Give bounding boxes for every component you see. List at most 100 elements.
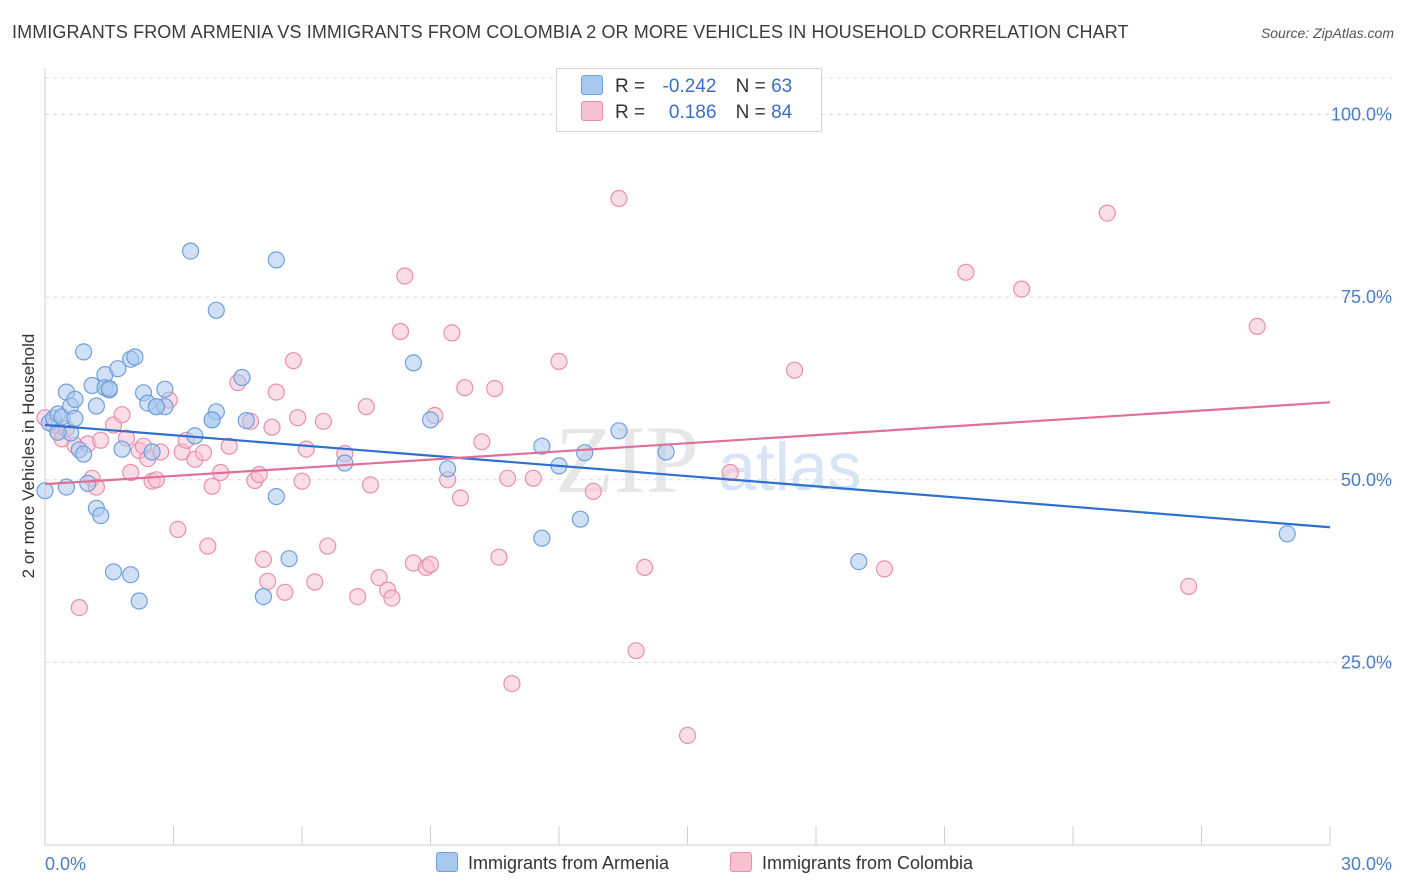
point-colombia [456,379,474,397]
point-armenia [267,251,285,269]
point-colombia [267,383,285,401]
series-armenia-points [36,242,1296,610]
legend-n-label: N = [735,76,766,97]
point-armenia [74,343,93,361]
legend-swatch-colombia [581,101,603,121]
point-armenia [122,566,140,584]
point-armenia [576,444,594,462]
legend-r-value-colombia: 0.186 [668,102,717,123]
point-colombia [1012,280,1031,298]
point-colombia [113,406,131,424]
point-armenia [182,242,200,260]
point-armenia [130,592,148,610]
point-colombia [199,537,217,555]
axes [44,68,1331,846]
point-colombia [194,444,213,462]
watermark-zip: ZIP [555,406,699,513]
point-armenia [36,482,54,500]
point-colombia [263,418,281,436]
point-colombia [486,379,504,398]
point-colombia [147,471,165,489]
legend-r-label: R = [615,102,646,123]
point-armenia [267,488,285,506]
point-colombia [289,409,307,427]
point-colombia [220,437,238,455]
chart-source: Source: ZipAtlas.com [1260,25,1394,41]
point-armenia [66,409,84,427]
legend-box: R = -0.242 N = 63 R = 0.186 N = 84 [556,68,822,132]
trend-line-colombia [44,401,1331,486]
point-colombia [499,469,517,487]
legend-n-label: N = [735,102,766,123]
point-colombia [1248,317,1266,335]
point-armenia [850,552,868,571]
point-armenia [571,510,590,528]
point-colombia [627,642,645,660]
point-armenia [610,422,628,440]
x-tick-label: 0.0% [45,854,86,874]
point-colombia [1098,204,1116,222]
series-colombia-points [36,189,1266,745]
point-colombia [259,572,277,590]
point-colombia [396,267,414,285]
point-colombia [524,469,542,487]
point-armenia [280,550,298,568]
point-colombia [421,555,440,574]
y-tick-label: 100.0% [1331,105,1392,125]
point-colombia [357,398,375,416]
point-armenia [233,368,251,387]
point-armenia [113,440,131,458]
point-armenia [100,379,118,398]
legend-row-armenia: R = -0.242 N = 63 [581,75,792,101]
x-tick-label: 30.0% [1341,854,1392,874]
legend-n-value-armenia: 63 [771,76,793,97]
point-armenia [87,397,106,415]
point-armenia [533,437,551,455]
point-colombia [1180,577,1198,596]
legend-swatch-armenia [581,75,603,95]
bottom-legend-colombia: Immigrants from Colombia [730,852,973,874]
bottom-legend-label-colombia: Immigrants from Colombia [762,853,974,873]
legend-r-label: R = [615,76,646,97]
watermark: ZIP atlas [555,406,862,513]
point-armenia [237,412,255,430]
point-armenia [109,360,127,378]
point-colombia [293,472,311,490]
point-armenia [156,380,174,398]
gridlines [45,77,1392,663]
legend-n-value-colombia: 84 [771,102,793,123]
point-armenia [254,587,272,606]
point-colombia [610,189,628,208]
point-armenia [104,563,123,581]
point-armenia [336,454,354,472]
point-armenia [92,506,110,525]
point-colombia [584,482,602,500]
point-colombia [443,324,461,342]
point-colombia [306,573,324,591]
point-colombia [957,263,975,281]
point-colombia [250,466,268,484]
y-tick-label: 25.0% [1341,652,1392,672]
point-colombia [70,598,88,617]
watermark-atlas: atlas [718,429,862,505]
point-colombia [349,587,367,606]
tick-labels: 0.0% 30.0% 25.0% 50.0% 75.0% 100.0% [45,105,1392,874]
point-armenia [126,348,144,366]
point-colombia [122,463,140,482]
point-armenia [207,301,225,319]
point-armenia [1278,525,1296,543]
point-colombia [490,548,508,566]
point-colombia [254,550,272,569]
point-armenia [439,460,457,478]
point-armenia [421,411,440,429]
point-colombia [383,589,401,607]
legend-row-colombia: R = 0.186 N = 84 [581,101,792,127]
point-colombia [276,583,294,601]
point-colombia [550,352,568,370]
point-armenia [66,390,84,408]
point-colombia [636,558,654,577]
point-colombia [391,322,410,341]
point-armenia [533,529,551,547]
point-armenia [203,411,221,429]
